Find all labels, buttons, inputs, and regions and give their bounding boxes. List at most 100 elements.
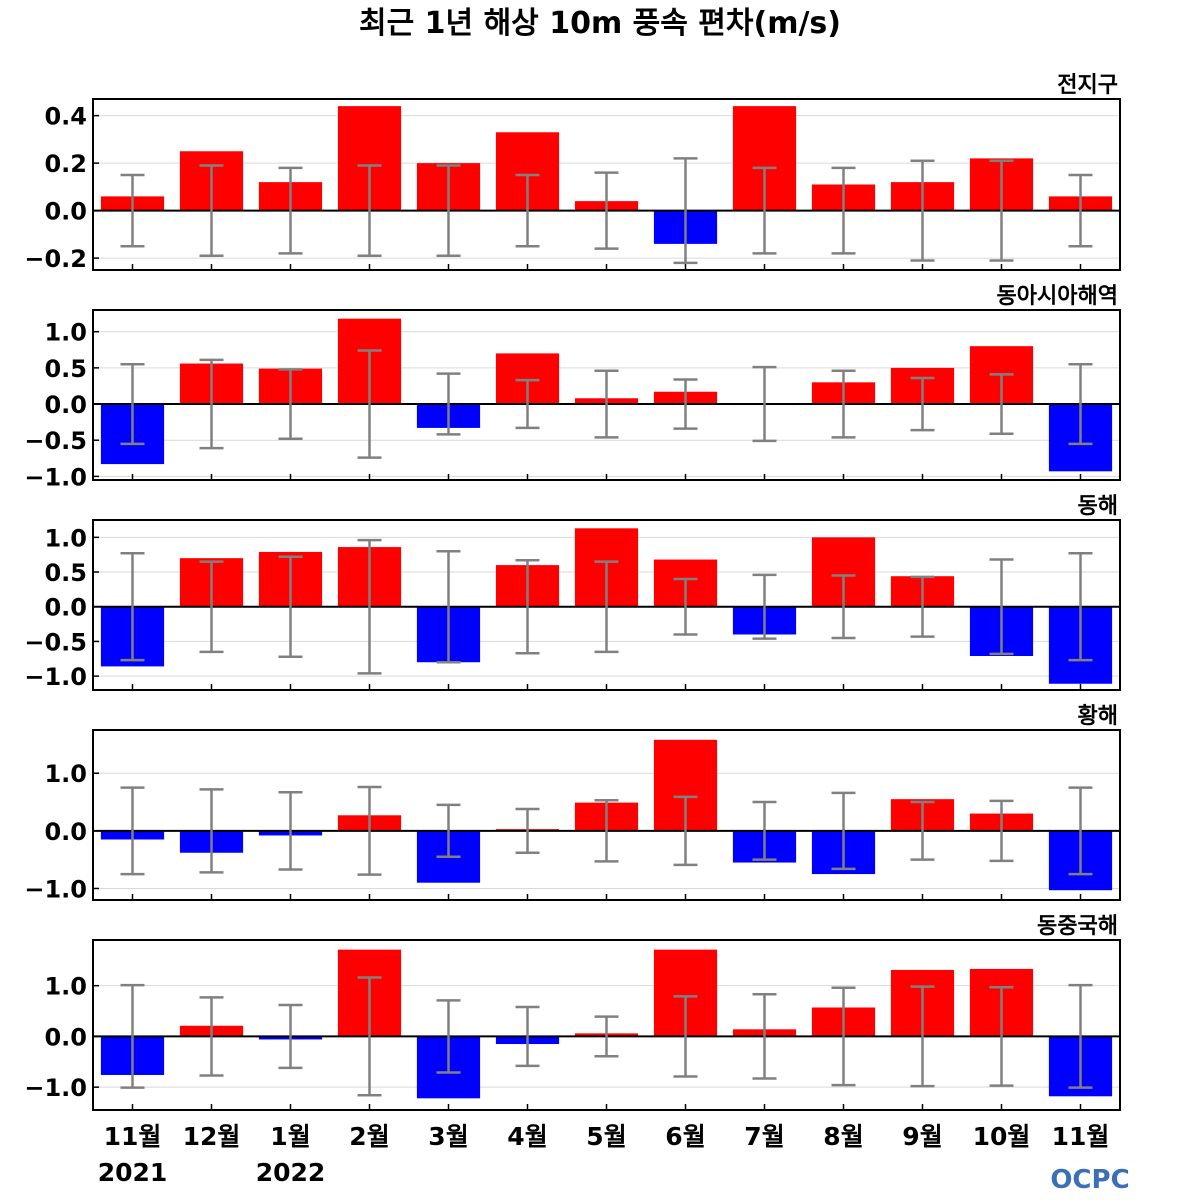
- error-bar: [120, 363, 145, 446]
- error-bar: [1068, 363, 1093, 446]
- error-bar: [357, 976, 382, 1097]
- error-bar: [278, 555, 303, 658]
- error-bar: [594, 560, 619, 654]
- error-bar: [357, 785, 382, 876]
- error-bar: [594, 171, 619, 250]
- error-bar: [752, 800, 777, 861]
- y-tick-label: 0.0: [44, 818, 87, 846]
- error-bar: [199, 164, 224, 257]
- y-tick-label: 0.4: [44, 103, 87, 131]
- y-tick-label: 0.0: [44, 391, 87, 419]
- x-tick-label: 10월: [973, 1122, 1031, 1151]
- error-bar: [989, 373, 1014, 435]
- panel-frame: [92, 729, 1121, 901]
- error-bar: [357, 164, 382, 257]
- error-bar: [673, 378, 698, 430]
- error-bar: [1068, 983, 1093, 1089]
- ocpc-logo: OCPC: [1050, 1165, 1129, 1195]
- error-bar: [594, 1015, 619, 1058]
- error-bar: [1068, 786, 1093, 876]
- error-bar: [831, 986, 856, 1087]
- error-bar: [910, 159, 935, 262]
- y-tick-label: 0.5: [44, 559, 87, 587]
- x-tick-label: 11월: [104, 1122, 162, 1151]
- x-tick-label: 12월: [183, 1122, 241, 1151]
- error-bar: [752, 573, 777, 640]
- panel-label: 동아시아해역: [997, 284, 1118, 309]
- x-year-label: 2021: [98, 1158, 168, 1187]
- error-bar: [515, 807, 540, 854]
- x-tick-label: 5월: [586, 1122, 626, 1151]
- y-tick-label: −0.5: [24, 628, 87, 656]
- error-bar: [199, 560, 224, 654]
- panel-label: 동해: [1078, 494, 1118, 519]
- x-tick-label: 11월: [1052, 1122, 1110, 1151]
- error-bar: [436, 164, 461, 257]
- error-bar: [910, 800, 935, 861]
- error-bar: [436, 372, 461, 436]
- error-bar: [1068, 552, 1093, 662]
- error-bar: [910, 376, 935, 432]
- error-bar: [752, 166, 777, 255]
- y-tick-label: −1.0: [24, 463, 87, 491]
- error-bar: [120, 552, 145, 662]
- error-bar: [594, 799, 619, 863]
- panel-4: 1.0 0.0 −1.0 황해: [24, 704, 1121, 903]
- error-bar: [199, 358, 224, 450]
- chart-panels: 0.40.20.0−0.2전지구1.00.50.0−0.5−1.0동아시아해역1…: [24, 73, 1121, 1111]
- y-tick-label: 0.0: [44, 594, 87, 622]
- x-tick-label: 2월: [349, 1122, 389, 1151]
- error-bar: [357, 349, 382, 459]
- panel-frame: [92, 519, 1121, 691]
- panel-3: 1.0 0.5 0.0 −0.5 −1.0 동해: [24, 494, 1121, 691]
- x-tick-label: 1월: [270, 1122, 310, 1151]
- error-bar: [515, 378, 540, 430]
- panel-5: 1.0 0.0 −1.0 동중국해: [24, 914, 1121, 1111]
- error-bar: [515, 558, 540, 655]
- error-bar: [436, 999, 461, 1074]
- error-bar: [989, 159, 1014, 262]
- error-bar: [436, 803, 461, 859]
- y-tick-label: −1.0: [24, 875, 87, 903]
- y-tick-label: −0.2: [24, 245, 87, 273]
- error-bar: [673, 157, 698, 265]
- y-tick-label: 0.5: [44, 355, 87, 383]
- error-bar: [278, 790, 303, 871]
- y-tick-label: 0.0: [44, 1023, 87, 1051]
- error-bar: [357, 538, 382, 675]
- x-year-label: 2022: [256, 1158, 326, 1187]
- error-bar: [120, 786, 145, 876]
- y-tick-label: 1.0: [44, 760, 87, 788]
- error-bar: [515, 1005, 540, 1068]
- error-bar: [515, 173, 540, 248]
- error-bar: [1068, 173, 1093, 248]
- error-bar: [752, 993, 777, 1080]
- y-tick-label: 1.0: [44, 973, 87, 1001]
- ocpc-logo-text: OCPC: [1050, 1165, 1129, 1195]
- x-axis: 11월 2021 12월 1월 2022 2월 3월 4월 5월 6월 7월 8월 9월 10월 11월: [98, 1122, 1110, 1187]
- error-bar: [436, 549, 461, 664]
- x-tick-label: 3월: [428, 1122, 468, 1151]
- x-tick-label: 4월: [507, 1122, 547, 1151]
- error-bar: [752, 365, 777, 443]
- error-bar: [989, 985, 1014, 1087]
- y-tick-label: 1.0: [44, 524, 87, 552]
- error-bar: [831, 574, 856, 640]
- error-bar: [910, 985, 935, 1088]
- panel-frame: [92, 309, 1121, 481]
- panel-label: 전지구: [1057, 73, 1118, 98]
- y-tick-label: 1.0: [44, 319, 87, 347]
- x-tick-label: 9월: [902, 1122, 942, 1151]
- y-tick-label: −0.5: [24, 427, 87, 455]
- panel-frame: [92, 939, 1121, 1111]
- panel-label: 동중국해: [1037, 914, 1118, 939]
- error-bar: [120, 173, 145, 248]
- error-bar: [673, 795, 698, 867]
- error-bar: [831, 369, 856, 439]
- error-bar: [673, 995, 698, 1078]
- error-bar: [831, 166, 856, 255]
- panel-frame: [92, 98, 1121, 271]
- panel-1: 0.4 0.2 0.0 −0.2 전지구: [24, 73, 1121, 273]
- y-tick-label: 0.2: [44, 150, 87, 178]
- panel-2: 1.0 0.5 0.0 −0.5 −1.0 동아시아해역: [24, 284, 1121, 491]
